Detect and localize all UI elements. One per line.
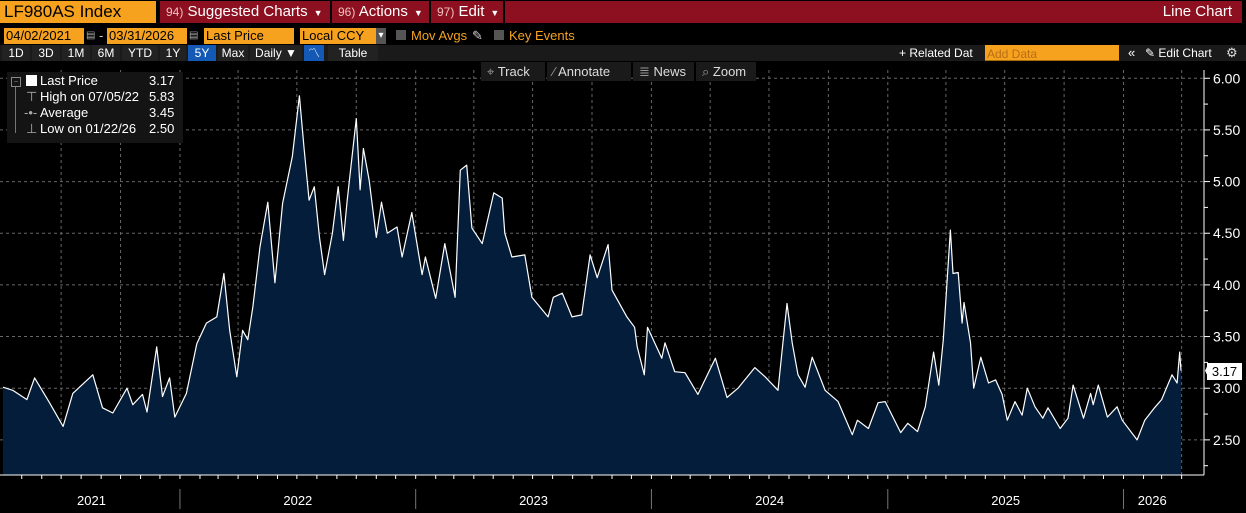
button-label: Edit — [458, 3, 485, 20]
button-number: 94) — [166, 5, 184, 19]
chart-style-button[interactable]: 〽 — [304, 45, 324, 61]
low-marker-icon: ⊥ — [26, 121, 38, 136]
legend-tree-line — [15, 87, 16, 133]
button-label: Suggested Charts — [187, 3, 308, 20]
pencil-icon[interactable]: ✎ — [472, 28, 483, 43]
tool-label: Annotate — [558, 64, 611, 79]
start-date-field[interactable]: 04/02/2021 — [4, 28, 84, 44]
x-tick-label: 2021 — [77, 493, 106, 508]
y-tick-label: 5.50 — [1213, 122, 1240, 138]
mov-avgs-label: Mov Avgs — [411, 28, 468, 43]
average-marker-icon: -•- — [24, 105, 38, 120]
y-tick-label: 5.00 — [1213, 174, 1240, 190]
news-icon: ≣ — [639, 64, 650, 79]
tab-daily[interactable]: Daily ▼ — [250, 45, 302, 61]
last-price-tag: 3.17 — [1207, 362, 1242, 380]
y-tick-label: 2.50 — [1213, 432, 1240, 448]
related-data-button[interactable]: + Related Dat — [893, 45, 979, 61]
legend-value: 3.45 — [149, 105, 175, 120]
x-tick-label: 2025 — [991, 493, 1020, 508]
legend-label: High on 07/05/22 — [40, 89, 140, 104]
tool-track-button[interactable]: ⌖ Track — [481, 62, 545, 81]
line-chart-icon: 〽 — [307, 46, 320, 60]
legend-value: 5.83 — [149, 89, 175, 104]
legend-label: Average — [40, 105, 89, 120]
x-tick-label: 2023 — [519, 493, 548, 508]
tool-annotate-button[interactable]: ⁄ Annotate — [547, 62, 631, 81]
tab-5y[interactable]: 5Y — [188, 45, 216, 61]
key-events-label: Key Events — [509, 28, 575, 43]
tab-1y[interactable]: 1Y — [160, 45, 186, 61]
tool-news-button[interactable]: ≣ News — [633, 62, 694, 81]
calendar-icon[interactable]: ▤ — [189, 30, 199, 41]
button-label: Actions — [358, 3, 408, 20]
add-data-placeholder: Add Data — [987, 47, 1038, 61]
series-line — [2, 95, 1182, 441]
legend-value: 3.17 — [149, 73, 175, 88]
series-area — [3, 95, 1181, 476]
y-tick-label: 6.00 — [1213, 70, 1240, 86]
pencil-icon: ✎ — [1145, 46, 1156, 60]
edit-chart-label: Edit Chart — [1158, 46, 1212, 60]
tool-zoom-button[interactable]: ⌕ Zoom — [696, 62, 756, 81]
y-tick-label: 3.00 — [1213, 380, 1240, 396]
date-separator: - — [99, 28, 104, 43]
chart-legend: − Last Price 3.17 ⊤ High on 07/05/22 5.8… — [7, 72, 183, 143]
legend-label: Low on 01/22/26 — [40, 121, 137, 136]
button-number: 96) — [338, 5, 356, 19]
x-tick-label: 2022 — [283, 493, 312, 508]
tool-label: News — [653, 64, 687, 79]
chart-type-label: Line Chart — [505, 1, 1242, 23]
key-events-checkbox[interactable] — [494, 30, 504, 40]
tool-label: Track — [497, 64, 530, 79]
y-tick-label: 4.50 — [1213, 225, 1240, 241]
edit-button[interactable]: 97) Edit ▼ — [431, 1, 503, 23]
y-tick-label: 3.50 — [1213, 329, 1240, 345]
tab-3d[interactable]: 3D — [32, 45, 60, 61]
collapse-legend-icon[interactable]: − — [11, 77, 21, 87]
collapse-button[interactable]: « — [1122, 45, 1142, 61]
end-date-field[interactable]: 03/31/2026 — [107, 28, 187, 44]
y-tick-label: 4.00 — [1213, 277, 1240, 293]
caret-down-icon: ▼ — [413, 8, 423, 18]
x-tick-label: 2026 — [1138, 493, 1167, 508]
currency-selector[interactable]: Local CCY — [300, 28, 376, 44]
tab-6m[interactable]: 6M — [92, 45, 120, 61]
pencil-icon: ⁄ — [553, 64, 556, 79]
magnifier-icon: ⌕ — [702, 64, 710, 79]
high-marker-icon: ⊤ — [26, 89, 38, 104]
caret-down-icon: ▼ — [490, 8, 500, 18]
field-selector[interactable]: Last Price — [204, 28, 294, 44]
button-number: 97) — [437, 5, 455, 19]
legend-label: Last Price — [40, 73, 98, 88]
add-data-input[interactable]: Add Data — [985, 45, 1119, 61]
series-color-swatch — [26, 75, 37, 86]
crosshair-icon: ⌖ — [487, 64, 495, 79]
calendar-icon[interactable]: ▤ — [86, 30, 96, 41]
tab-max[interactable]: Max — [218, 45, 248, 61]
tool-label: Zoom — [712, 64, 747, 79]
ticker-field[interactable]: LF980AS Index — [0, 1, 156, 23]
mov-avgs-checkbox[interactable] — [396, 30, 406, 40]
tab-1d[interactable]: 1D — [2, 45, 30, 61]
tab-1m[interactable]: 1M — [62, 45, 90, 61]
legend-value: 2.50 — [149, 121, 175, 136]
gear-icon[interactable]: ⚙ — [1220, 45, 1244, 61]
suggested-charts-button[interactable]: 94) Suggested Charts ▼ — [160, 1, 330, 23]
dropdown-arrow-icon[interactable]: ▾ — [376, 28, 386, 44]
tab-table[interactable]: Table — [328, 45, 378, 61]
tab-ytd[interactable]: YTD — [122, 45, 158, 61]
edit-chart-button[interactable]: ✎ Edit Chart — [1139, 45, 1218, 61]
title-bar: LF980AS Index 94) Suggested Charts ▼ 96) … — [0, 0, 1246, 23]
actions-button[interactable]: 96) Actions ▼ — [332, 1, 429, 23]
caret-down-icon: ▼ — [313, 8, 323, 18]
x-tick-label: 2024 — [755, 493, 784, 508]
